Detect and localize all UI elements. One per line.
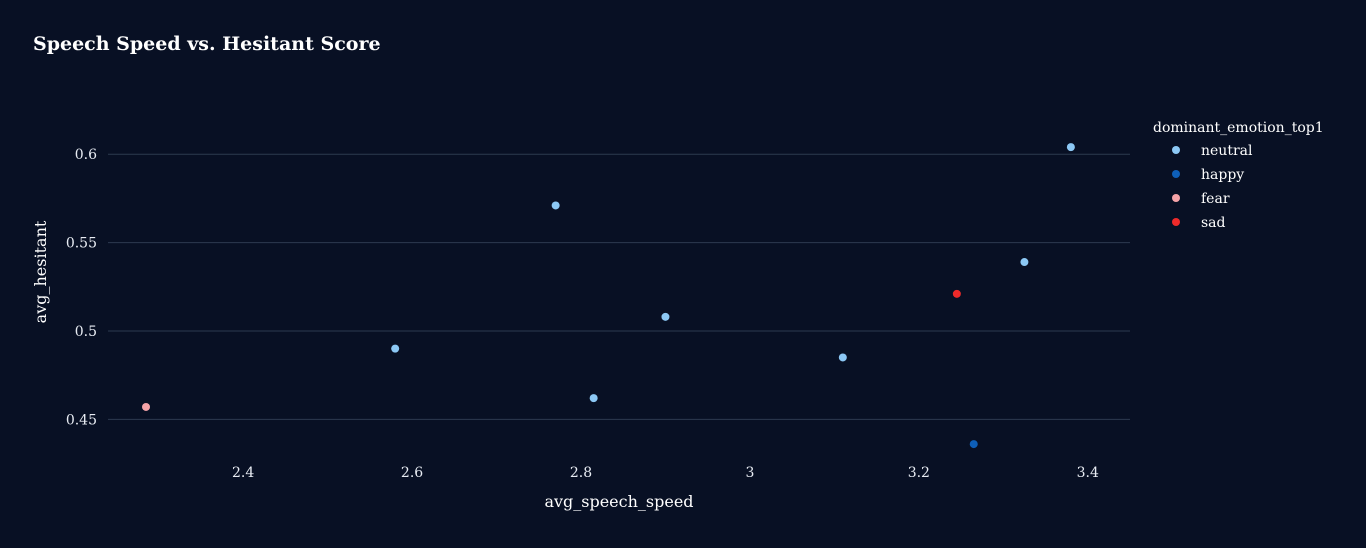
legend-marker (1172, 170, 1180, 178)
x-tick-label: 3.4 (1077, 465, 1099, 481)
data-point-sad (952, 289, 961, 298)
legend-item-sad[interactable]: sad (1172, 215, 1226, 231)
x-axis-ticks: 2.4 2.6 2.8 3 3.2 3.4 (232, 465, 1099, 481)
grid-lines (108, 153, 1130, 420)
x-tick-label: 2.6 (401, 465, 423, 481)
x-axis-label: avg_speech_speed (544, 492, 693, 511)
data-point-neutral (1066, 143, 1075, 152)
legend-title: dominant_emotion_top1 (1153, 120, 1324, 136)
y-tick-label: 0.6 (75, 147, 97, 163)
y-tick-label: 0.5 (75, 324, 97, 340)
legend-marker (1172, 218, 1180, 226)
data-point-neutral (661, 312, 670, 321)
legend-item-neutral[interactable]: neutral (1172, 143, 1253, 159)
x-tick-label: 2.8 (570, 465, 592, 481)
data-point-neutral (589, 394, 598, 403)
data-point-neutral (1020, 258, 1029, 267)
data-point-neutral (391, 344, 400, 353)
legend-label: neutral (1201, 143, 1253, 159)
legend-item-happy[interactable]: happy (1172, 167, 1244, 183)
y-axis-label: avg_hesitant (31, 220, 50, 323)
legend-marker (1172, 194, 1180, 202)
legend-label: sad (1201, 215, 1226, 231)
y-tick-label: 0.45 (66, 412, 97, 428)
data-points (142, 143, 1075, 449)
legend: dominant_emotion_top1 neutral happy fear sa… (1153, 120, 1324, 231)
chart-title: Speech Speed vs. Hesitant Score (33, 33, 381, 55)
legend-item-fear[interactable]: fear (1172, 191, 1230, 207)
y-axis-ticks: 0.45 0.5 0.55 0.6 (66, 147, 97, 428)
legend-marker (1172, 146, 1180, 154)
legend-label: happy (1201, 167, 1244, 183)
data-point-happy (969, 440, 978, 449)
x-tick-label: 3.2 (908, 465, 930, 481)
x-tick-label: 2.4 (232, 465, 254, 481)
y-tick-label: 0.55 (66, 236, 97, 252)
legend-label: fear (1201, 191, 1230, 207)
x-tick-label: 3 (745, 465, 754, 481)
data-point-neutral (838, 353, 847, 362)
data-point-fear (142, 402, 151, 411)
data-point-neutral (551, 201, 560, 210)
